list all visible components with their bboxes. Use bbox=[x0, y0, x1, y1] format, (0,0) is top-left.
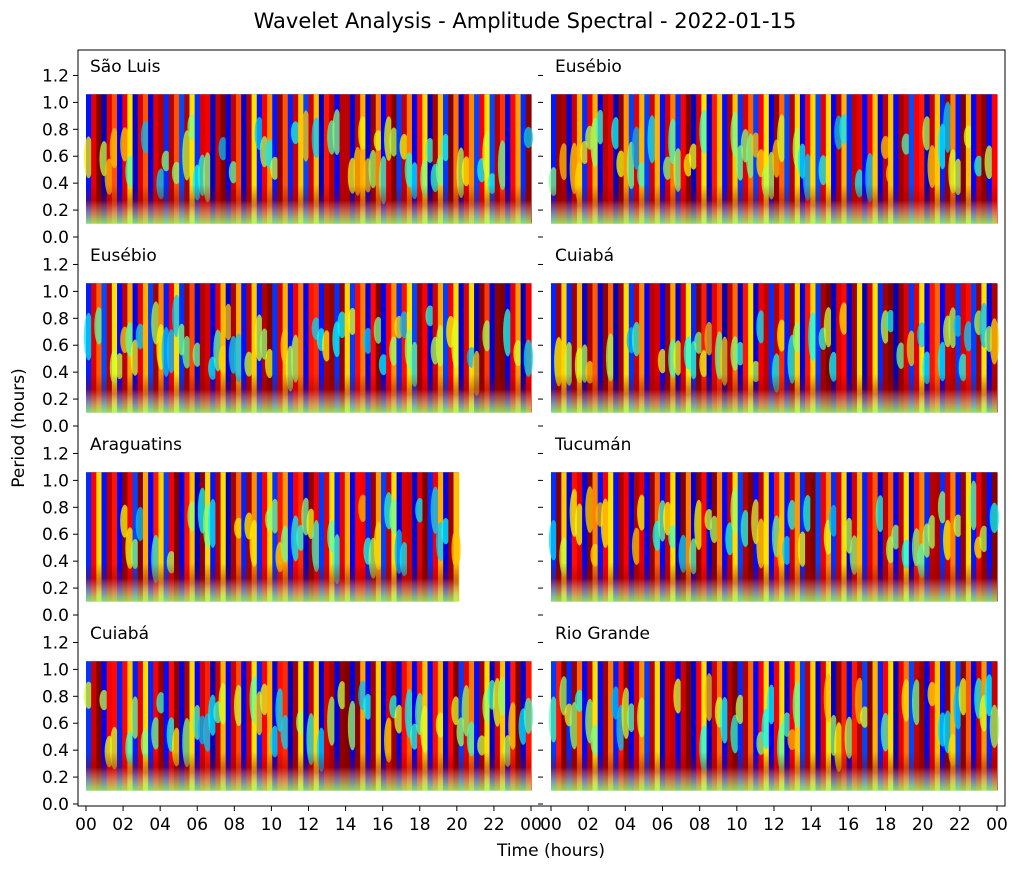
station-label: Tucumán bbox=[554, 435, 631, 455]
x-tick-label: 00 bbox=[540, 815, 562, 835]
x-tick-label: 06 bbox=[652, 815, 674, 835]
figure-title: Wavelet Analysis - Amplitude Spectral - … bbox=[254, 9, 797, 33]
x-tick-label: 18 bbox=[875, 815, 897, 835]
y-axis-label: Period (hours) bbox=[9, 368, 29, 487]
x-tick-label: 16 bbox=[838, 815, 860, 835]
y-tick-label: 0.4 bbox=[42, 741, 69, 761]
spectrogram-heatmap bbox=[548, 472, 1000, 602]
y-tick-label: 0.8 bbox=[42, 120, 69, 140]
station-label: Araguatins bbox=[90, 435, 182, 455]
x-tick-label: 12 bbox=[298, 815, 320, 835]
x-tick-label: 16 bbox=[372, 815, 394, 835]
y-tick-label: 0.6 bbox=[42, 147, 69, 167]
y-tick-label: 0.0 bbox=[42, 606, 69, 626]
station-label: Rio Grande bbox=[555, 624, 650, 644]
x-tick-label: 18 bbox=[409, 815, 431, 835]
x-tick-label: 02 bbox=[577, 815, 599, 835]
spectrogram-heatmap bbox=[86, 472, 461, 602]
wavelet-panel: Cuiabá bbox=[538, 246, 1000, 427]
x-tick-label: 22 bbox=[483, 815, 505, 835]
y-tick-label: 1.0 bbox=[42, 93, 69, 113]
station-label: São Luis bbox=[90, 57, 161, 77]
wavelet-panel: Eusébio 0.0 0.2 0.4 0.6 0.8 1.0 1.2 bbox=[42, 246, 534, 437]
wavelet-panel: Tucumán bbox=[538, 435, 1000, 616]
figure-frame bbox=[77, 49, 1006, 807]
station-label: Eusébio bbox=[555, 57, 622, 77]
y-tick-label: 0.2 bbox=[42, 768, 69, 788]
spectrogram-heatmap bbox=[83, 283, 534, 413]
x-tick-label: 14 bbox=[335, 815, 357, 835]
wavelet-panel: São Luis 0.0 0.2 0.4 0.6 0.8 1.0 1.2 bbox=[42, 57, 534, 248]
y-tick-label: 0.2 bbox=[42, 579, 69, 599]
x-tick-label: 08 bbox=[689, 815, 711, 835]
wavelet-panel: Araguatins 0.0 0.2 0.4 0.6 0.8 1.0 1.2 bbox=[42, 435, 461, 626]
spectrogram-heatmap bbox=[83, 661, 534, 791]
y-tick-label: 1.0 bbox=[42, 471, 69, 491]
y-tick-label: 0.0 bbox=[42, 228, 69, 248]
y-tick-label: 1.2 bbox=[42, 444, 69, 464]
y-tick-label: 0.0 bbox=[42, 795, 69, 815]
y-tick-label: 0.6 bbox=[42, 525, 69, 545]
wavelet-panel: Eusébio bbox=[538, 57, 998, 238]
y-tick-label: 0.4 bbox=[42, 174, 69, 194]
y-tick-label: 0.6 bbox=[42, 336, 69, 356]
y-tick-label: 1.0 bbox=[42, 282, 69, 302]
x-tick-label: 02 bbox=[112, 815, 134, 835]
station-label: Cuiabá bbox=[555, 246, 614, 266]
x-tick-label: 00 bbox=[986, 815, 1008, 835]
station-label: Cuiabá bbox=[90, 624, 149, 644]
x-tick-label: 10 bbox=[261, 815, 283, 835]
y-tick-label: 0.0 bbox=[42, 417, 69, 437]
y-tick-label: 1.2 bbox=[42, 255, 69, 275]
x-tick-label: 00 bbox=[75, 815, 97, 835]
y-tick-label: 0.4 bbox=[42, 552, 69, 572]
x-tick-label: 20 bbox=[912, 815, 934, 835]
x-tick-label: 20 bbox=[446, 815, 468, 835]
y-tick-label: 0.8 bbox=[42, 687, 69, 707]
spectrogram-heatmap bbox=[83, 94, 534, 224]
x-tick-label: 10 bbox=[726, 815, 748, 835]
x-tick-label: 12 bbox=[763, 815, 785, 835]
wavelet-panel: Rio Grande 00 02 04 06 08 10 12 14 16 18 20 22 00 bbox=[538, 624, 1008, 835]
x-tick-label: 04 bbox=[149, 815, 171, 835]
spectrogram-heatmap bbox=[551, 283, 1000, 413]
wavelet-panel: Cuiabá 0.0 0.2 0.4 0.6 0.8 1.0 1.2 00 02 04 06 08 10 1… bbox=[42, 624, 542, 835]
x-axis-label: Time (hours) bbox=[496, 841, 605, 861]
y-tick-label: 0.8 bbox=[42, 309, 69, 329]
x-tick-label: 04 bbox=[615, 815, 637, 835]
x-tick-label: 00 bbox=[520, 815, 542, 835]
column-gutter bbox=[540, 51, 542, 805]
x-tick-label: 22 bbox=[949, 815, 971, 835]
y-tick-label: 0.6 bbox=[42, 714, 69, 734]
y-tick-label: 1.2 bbox=[42, 66, 69, 86]
y-tick-label: 0.4 bbox=[42, 363, 69, 383]
x-tick-label: 08 bbox=[224, 815, 246, 835]
y-tick-label: 1.0 bbox=[42, 660, 69, 680]
spectrogram-heatmap bbox=[548, 661, 1000, 791]
y-tick-label: 0.2 bbox=[42, 201, 69, 221]
x-tick-label: 14 bbox=[800, 815, 822, 835]
station-label: Eusébio bbox=[90, 246, 157, 266]
y-tick-label: 0.2 bbox=[42, 390, 69, 410]
x-tick-label: 06 bbox=[186, 815, 208, 835]
y-tick-label: 0.8 bbox=[42, 498, 69, 518]
spectrogram-heatmap bbox=[548, 94, 998, 224]
y-tick-label: 1.2 bbox=[42, 633, 69, 653]
